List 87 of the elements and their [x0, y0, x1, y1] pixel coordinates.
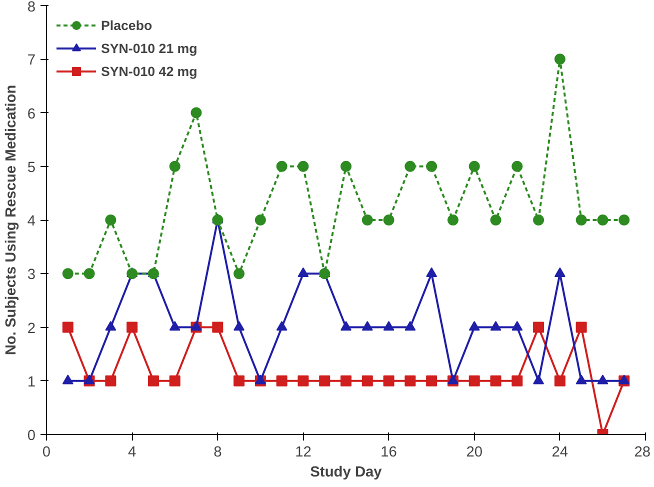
- y-tick-label: 1: [27, 374, 36, 390]
- y-tick-label: 4: [27, 214, 36, 230]
- point: [319, 268, 330, 280]
- x-tick-label: 8: [214, 444, 222, 460]
- point: [212, 322, 224, 333]
- point: [447, 214, 458, 226]
- point: [276, 160, 288, 172]
- point: [554, 54, 566, 65]
- x-tick-label: 24: [552, 444, 568, 460]
- point: [490, 320, 502, 331]
- x-tick-label: 28: [634, 444, 651, 460]
- y-tick-label: 6: [27, 106, 36, 122]
- point: [234, 268, 245, 280]
- point: [234, 375, 245, 386]
- point: [512, 160, 523, 172]
- point: [533, 322, 544, 333]
- point: [533, 374, 544, 384]
- point: [298, 267, 309, 278]
- point: [383, 214, 394, 226]
- point: [234, 320, 245, 331]
- point: [254, 214, 266, 226]
- point: [383, 320, 394, 331]
- point: [126, 322, 138, 333]
- point: [169, 375, 180, 386]
- point: [490, 214, 502, 226]
- x-tick-label: 16: [380, 444, 397, 460]
- y-tick-label: 3: [27, 267, 36, 284]
- point: [276, 320, 288, 331]
- point: [576, 322, 587, 333]
- point: [105, 214, 116, 226]
- legend-label: Placebo: [101, 18, 152, 32]
- point: [404, 375, 416, 386]
- point: [426, 160, 438, 172]
- point: [169, 320, 180, 331]
- point: [62, 374, 74, 384]
- point: [126, 268, 138, 280]
- x-tick-label: 0: [42, 444, 51, 460]
- y-tick-label: 0: [27, 428, 36, 444]
- point: [576, 374, 587, 384]
- legend-label: SYN-010 21 mg: [101, 40, 198, 56]
- y-axis-title: No. Subjects Using Rescue Medication: [3, 84, 20, 356]
- x-tick-label: 20: [466, 444, 483, 460]
- point: [105, 375, 116, 386]
- point: [404, 320, 416, 331]
- point: [62, 268, 74, 280]
- point: [340, 375, 352, 386]
- point: [468, 160, 480, 172]
- point: [468, 375, 480, 386]
- point: [533, 214, 544, 226]
- point: [190, 107, 202, 118]
- point: [490, 375, 502, 386]
- point: [618, 214, 630, 226]
- point: [298, 375, 309, 386]
- point: [298, 160, 309, 172]
- point: [148, 375, 159, 386]
- y-tick-label: 2: [27, 320, 36, 337]
- point: [554, 267, 566, 278]
- point: [426, 375, 438, 386]
- legend-label: SYN-010 42 mg: [101, 64, 198, 78]
- point: [512, 320, 523, 331]
- point: [105, 320, 116, 331]
- point: [148, 268, 159, 280]
- x-tick-label: 12: [295, 444, 312, 460]
- x-tick-label: 4: [128, 444, 136, 460]
- point: [362, 320, 373, 331]
- y-tick-label: 8: [27, 0, 36, 16]
- point: [404, 160, 416, 172]
- point: [276, 375, 288, 386]
- point: [597, 374, 608, 384]
- point: [340, 160, 352, 172]
- point: [319, 375, 330, 386]
- point: [426, 267, 438, 278]
- point: [554, 375, 566, 386]
- point: [169, 160, 180, 172]
- point: [576, 214, 587, 226]
- point: [62, 322, 74, 333]
- point: [362, 375, 373, 386]
- point: [340, 320, 352, 331]
- point: [84, 268, 95, 280]
- point: [512, 375, 523, 386]
- point: [383, 375, 394, 386]
- x-axis-title: Study Day: [310, 464, 383, 480]
- point: [468, 320, 480, 331]
- point: [597, 214, 608, 226]
- y-tick-label: 7: [27, 52, 36, 69]
- point: [362, 214, 373, 226]
- y-tick-label: 5: [27, 160, 36, 176]
